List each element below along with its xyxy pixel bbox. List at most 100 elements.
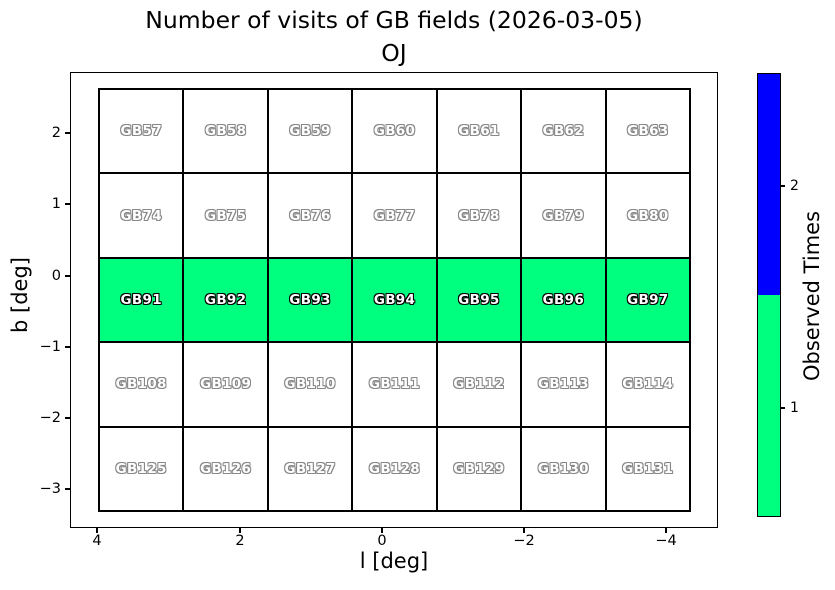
field-grid: GB57 GB58 GB59 GB60 GB61 GB62 GB63 GB74 GB75 GB76… [98,88,691,512]
field-cell-label: GB77 [373,207,416,224]
field-cell-label: GB113 [537,376,589,393]
y-tick-mark [65,346,70,348]
field-cell-label: GB109 [200,376,252,393]
field-cell-label: GB94 [373,291,416,308]
field-cell-gb125: GB125 [99,426,184,511]
field-cell-label: GB129 [453,460,505,477]
field-cell-label: GB125 [115,460,167,477]
field-cell-gb79: GB79 [521,173,606,258]
field-cell-label: GB74 [120,207,162,224]
colorbar-tick-mark [781,407,785,409]
field-cell-gb129: GB129 [436,426,522,511]
field-cell-label: GB96 [542,291,585,308]
field-cell-gb114: GB114 [605,342,690,427]
field-cell-gb74: GB74 [99,173,184,258]
y-tick-mark [65,132,70,134]
field-cell-label: GB78 [458,207,500,224]
field-cell-label: GB111 [368,376,421,393]
colorbar-segment-observed-times-1 [758,295,780,516]
field-cell-gb80: GB80 [605,173,690,258]
field-cell-gb111: GB111 [352,342,437,427]
field-cell-label: GB127 [284,460,336,477]
chart-subtitle: OJ [381,39,407,67]
x-tick-mark [381,528,383,533]
field-cell-gb110: GB110 [267,342,353,427]
x-tick-label: 0 [377,533,387,549]
field-cell-gb77: GB77 [352,173,437,258]
field-cell-gb112: GB112 [436,342,522,427]
chart-title: Number of visits of GB fields (2026-03-0… [145,6,643,34]
field-cell-label: GB79 [542,207,585,224]
field-cell-gb94: GB94 [352,257,437,343]
y-tick-label: −3 [39,481,61,497]
colorbar-tick-label: 1 [790,400,799,416]
x-tick-mark [665,528,667,533]
field-cell-label: GB110 [284,376,336,393]
y-tick-mark [65,417,70,419]
y-tick-label: 0 [51,268,61,284]
colorbar-segment-observed-times-2 [758,74,780,295]
field-cell-label: GB75 [204,207,247,224]
field-cell-label: GB58 [204,123,247,140]
field-cell-label: GB114 [622,376,674,393]
field-cell-gb60: GB60 [352,89,437,174]
colorbar [757,73,781,517]
y-tick-mark [65,275,70,277]
field-cell-label: GB57 [120,123,162,140]
field-cell-label: GB60 [373,123,416,140]
y-tick-label: 2 [51,125,61,141]
colorbar-tick-mark [781,185,785,187]
x-tick-mark [239,528,241,533]
y-tick-mark [65,488,70,490]
field-cell-gb131: GB131 [605,426,690,511]
field-cell-gb59: GB59 [267,89,353,174]
field-cell-gb113: GB113 [521,342,606,427]
field-cell-label: GB59 [289,123,331,140]
field-cell-gb61: GB61 [436,89,522,174]
field-cell-gb128: GB128 [352,426,437,511]
field-cell-label: GB92 [204,291,247,308]
x-tick-label: 2 [235,533,245,549]
field-cell-gb91: GB91 [99,257,184,343]
field-cell-gb76: GB76 [267,173,353,258]
field-cell-gb109: GB109 [183,342,268,427]
field-cell-gb78: GB78 [436,173,522,258]
field-cell-label: GB61 [458,123,500,140]
field-cell-gb63: GB63 [605,89,690,174]
field-cell-gb95: GB95 [436,257,522,343]
x-tick-label: 4 [92,533,102,549]
field-cell-label: GB97 [627,291,669,308]
field-cell-gb75: GB75 [183,173,268,258]
field-cell-gb57: GB57 [99,89,184,174]
x-tick-label: −2 [513,533,535,549]
field-cell-label: GB63 [627,123,669,140]
field-cell-label: GB131 [622,460,674,477]
x-tick-mark [96,528,98,533]
field-cell-gb127: GB127 [267,426,353,511]
field-cell-gb108: GB108 [99,342,184,427]
field-cell-label: GB95 [458,291,500,308]
y-tick-label: −1 [39,339,61,355]
y-tick-label: 1 [51,196,61,212]
field-cell-gb58: GB58 [183,89,268,174]
field-cell-label: GB76 [289,207,331,224]
field-cell-label: GB93 [289,291,331,308]
y-tick-label: −2 [39,410,61,426]
field-cell-gb62: GB62 [521,89,606,174]
x-tick-mark [523,528,525,533]
y-tick-mark [65,203,70,205]
field-cell-gb96: GB96 [521,257,606,343]
field-cell-gb97: GB97 [605,257,690,343]
field-cell-gb92: GB92 [183,257,268,343]
field-cell-gb93: GB93 [267,257,353,343]
field-cell-gb130: GB130 [521,426,606,511]
field-cell-label: GB126 [200,460,252,477]
field-cell-label: GB62 [542,123,585,140]
x-tick-label: −4 [655,533,677,549]
field-cell-label: GB128 [368,460,421,477]
field-cell-label: GB80 [627,207,669,224]
field-cell-gb126: GB126 [183,426,268,511]
colorbar-tick-label: 2 [790,178,799,194]
colorbar-label: Observed Times [800,210,824,382]
